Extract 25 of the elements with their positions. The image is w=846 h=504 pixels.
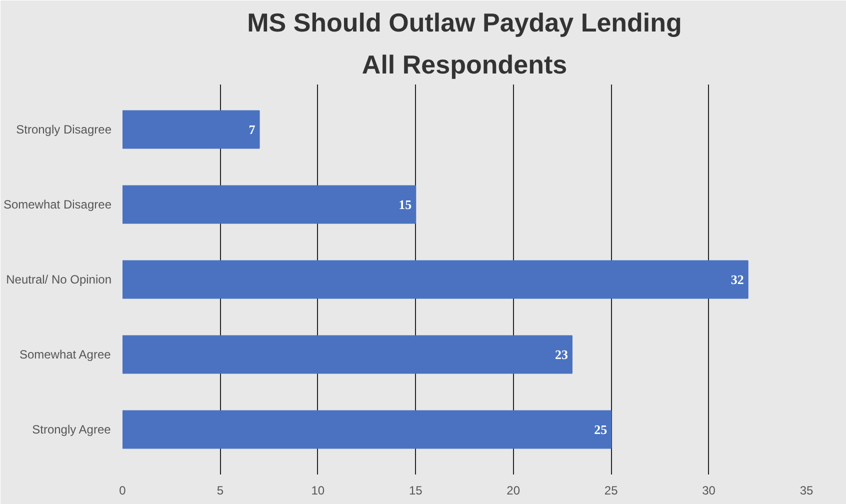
x-tick-label: 30	[702, 484, 716, 498]
data-label: 7	[248, 122, 256, 137]
y-tick-label: Somewhat Agree	[19, 348, 112, 362]
data-label: 23	[554, 347, 568, 362]
x-tick-label: 5	[216, 484, 224, 498]
y-tick-label: Strongly Disagree	[16, 122, 112, 136]
x-tick-label: 25	[604, 484, 618, 498]
x-tick-label: 35	[800, 484, 814, 498]
data-label: 25	[594, 422, 608, 437]
y-tick-label: Somewhat Disagree	[3, 198, 112, 212]
data-label: 32	[730, 272, 744, 287]
y-tick-label: Neutral/ No Opinion	[6, 272, 112, 286]
bar	[122, 260, 748, 299]
y-tick-label: Strongly Agree	[32, 422, 112, 436]
chart-title: MS Should Outlaw Payday Lending	[247, 8, 682, 38]
bar	[122, 410, 612, 449]
bar	[122, 335, 572, 374]
data-label: 15	[398, 197, 412, 212]
bar	[122, 110, 260, 149]
x-tick-label: 10	[311, 484, 325, 498]
x-tick-label: 20	[506, 484, 520, 498]
x-tick-label: 15	[408, 484, 423, 498]
bar	[122, 185, 416, 224]
chart-subtitle: All Respondents	[362, 50, 568, 80]
x-tick-label: 0	[119, 484, 126, 498]
